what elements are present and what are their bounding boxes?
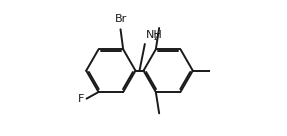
Text: Br: Br: [115, 14, 127, 24]
Text: 2: 2: [154, 33, 158, 42]
Text: NH: NH: [146, 30, 163, 40]
Text: F: F: [78, 94, 85, 104]
